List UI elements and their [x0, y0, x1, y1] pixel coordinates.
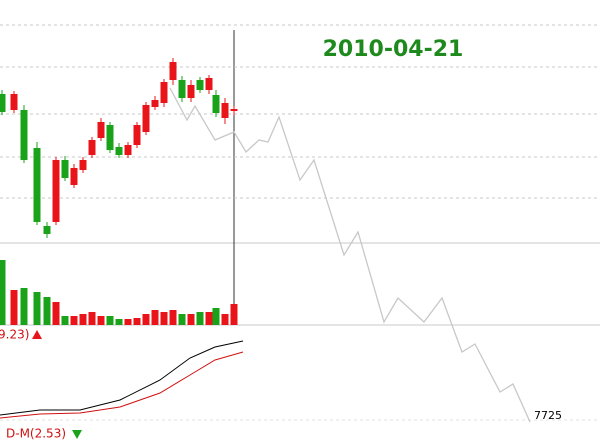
volume-bar	[106, 316, 114, 325]
candle-body	[160, 82, 168, 103]
candle-body	[151, 100, 159, 107]
candle-body	[10, 94, 18, 110]
volume-bar	[70, 316, 78, 325]
candle-body	[196, 80, 204, 90]
volume-bar	[151, 310, 159, 325]
comparison-line	[169, 87, 531, 423]
indicator-line	[0, 340, 244, 416]
candle-body	[187, 85, 195, 98]
candle-body	[20, 110, 28, 160]
candle-body	[124, 145, 132, 155]
volume-bar	[230, 304, 238, 325]
candle-body	[97, 122, 105, 138]
candle-body	[115, 147, 123, 155]
comparison-end-label: 7725	[534, 409, 562, 422]
volume-bar	[212, 308, 220, 325]
volume-bar	[20, 288, 28, 325]
candle-body	[70, 168, 78, 185]
candle-body	[106, 125, 114, 150]
volume-bar	[88, 312, 96, 325]
volume-bar	[61, 316, 69, 325]
volume-bar	[52, 302, 60, 325]
candle-body	[205, 78, 213, 90]
volume-bar	[133, 318, 141, 325]
candle-body	[212, 95, 220, 113]
candle-body	[61, 160, 69, 178]
down-arrow	[72, 430, 82, 439]
volume-bar	[187, 314, 195, 325]
candle-body	[178, 80, 186, 98]
volume-bar	[196, 312, 204, 325]
volume-bar	[79, 314, 87, 325]
candle-body	[43, 226, 51, 234]
candle-body	[33, 148, 41, 222]
date-annotation: 2010-04-21	[323, 37, 464, 62]
volume-bar	[115, 319, 123, 325]
volume-bar	[178, 314, 186, 325]
volume-label: 9.23)	[0, 328, 29, 342]
volume-bar	[10, 290, 18, 325]
volume-bar	[142, 314, 150, 325]
volume-bar	[205, 312, 213, 325]
volume-bar	[33, 292, 41, 325]
volume-bar	[160, 312, 168, 325]
volume-bar	[0, 260, 6, 325]
candle-body	[221, 103, 229, 118]
candle-body	[88, 140, 96, 155]
candle-body	[0, 94, 6, 112]
candle-body	[133, 125, 141, 145]
candle-body	[230, 109, 238, 111]
volume-bar	[43, 297, 51, 325]
volume-bar	[169, 310, 177, 325]
candle-body	[142, 105, 150, 132]
volume-bar	[221, 314, 229, 325]
candle-body	[79, 160, 87, 170]
volume-bar	[97, 316, 105, 325]
candle-body	[169, 62, 177, 80]
up-arrow	[32, 330, 42, 339]
indicator-label: D-M(2.53)	[6, 427, 66, 440]
volume-bar	[124, 319, 132, 325]
indicator-line	[0, 351, 244, 419]
candle-body	[52, 160, 60, 222]
